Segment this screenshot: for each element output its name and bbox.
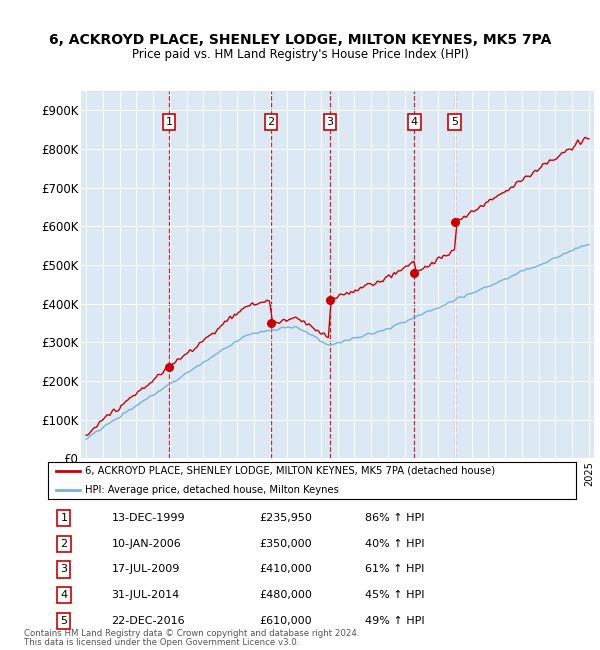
Text: £350,000: £350,000	[259, 539, 312, 549]
Text: Price paid vs. HM Land Registry's House Price Index (HPI): Price paid vs. HM Land Registry's House …	[131, 48, 469, 61]
Text: 4: 4	[60, 590, 67, 600]
Text: 5: 5	[451, 117, 458, 127]
Text: 1: 1	[61, 513, 67, 523]
Text: 86% ↑ HPI: 86% ↑ HPI	[365, 513, 424, 523]
Text: £410,000: £410,000	[259, 564, 312, 575]
Text: 2: 2	[268, 117, 275, 127]
Text: 45% ↑ HPI: 45% ↑ HPI	[365, 590, 424, 600]
Text: 10-JAN-2006: 10-JAN-2006	[112, 539, 181, 549]
Text: 17-JUL-2009: 17-JUL-2009	[112, 564, 180, 575]
Text: 4: 4	[411, 117, 418, 127]
Text: £235,950: £235,950	[259, 513, 312, 523]
Text: 6, ACKROYD PLACE, SHENLEY LODGE, MILTON KEYNES, MK5 7PA (detached house): 6, ACKROYD PLACE, SHENLEY LODGE, MILTON …	[85, 466, 495, 476]
Text: 3: 3	[326, 117, 333, 127]
Text: 5: 5	[61, 616, 67, 626]
Text: £480,000: £480,000	[259, 590, 312, 600]
Text: £610,000: £610,000	[259, 616, 312, 626]
Text: 22-DEC-2016: 22-DEC-2016	[112, 616, 185, 626]
Text: 61% ↑ HPI: 61% ↑ HPI	[365, 564, 424, 575]
Text: 40% ↑ HPI: 40% ↑ HPI	[365, 539, 424, 549]
Text: Contains HM Land Registry data © Crown copyright and database right 2024.: Contains HM Land Registry data © Crown c…	[24, 629, 359, 638]
Text: 13-DEC-1999: 13-DEC-1999	[112, 513, 185, 523]
Text: HPI: Average price, detached house, Milton Keynes: HPI: Average price, detached house, Milt…	[85, 485, 339, 495]
Text: 3: 3	[61, 564, 67, 575]
Text: 1: 1	[166, 117, 173, 127]
Text: 49% ↑ HPI: 49% ↑ HPI	[365, 616, 424, 626]
Text: 31-JUL-2014: 31-JUL-2014	[112, 590, 179, 600]
Text: 6, ACKROYD PLACE, SHENLEY LODGE, MILTON KEYNES, MK5 7PA: 6, ACKROYD PLACE, SHENLEY LODGE, MILTON …	[49, 33, 551, 47]
Text: This data is licensed under the Open Government Licence v3.0.: This data is licensed under the Open Gov…	[24, 638, 299, 647]
Text: 2: 2	[60, 539, 67, 549]
